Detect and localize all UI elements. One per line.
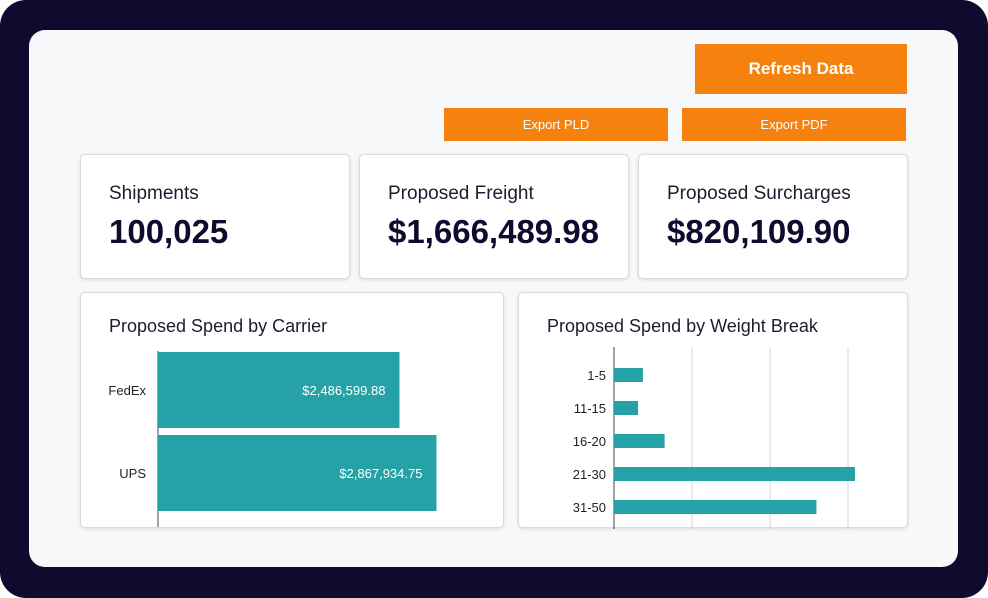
category-label: 21-30	[573, 467, 606, 482]
kpi-value: $1,666,489.98	[388, 213, 600, 250]
weight-break-bar-chart: 1-5 11-15 16-20 21-30 31-50	[573, 347, 855, 529]
bar-16-20	[614, 434, 665, 448]
export-pld-button[interactable]: Export PLD	[444, 108, 668, 141]
kpi-card-shipments: Shipments 100,025	[80, 154, 350, 279]
category-label: 11-15	[574, 401, 606, 416]
data-label: $2,486,599.88	[302, 383, 385, 398]
chart-card-weight-break: Proposed Spend by Weight Break 1-5 11-15 1…	[518, 292, 908, 529]
category-label: 31-50	[573, 500, 606, 515]
bar-21-30	[614, 467, 855, 481]
bar-31-50	[614, 500, 817, 514]
kpi-label: Proposed Freight	[388, 183, 534, 204]
bar-11-15	[614, 401, 639, 415]
chart-title: Proposed Spend by Carrier	[109, 316, 328, 336]
bar-1-5	[614, 368, 643, 382]
data-label: $2,867,934.75	[339, 466, 422, 481]
bar-ups	[158, 435, 437, 511]
chart-title: Proposed Spend by Weight Break	[547, 316, 818, 336]
kpi-value: 100,025	[109, 213, 229, 250]
chart-card-carrier: Proposed Spend by Carrier FedEx $2,486,59…	[80, 292, 504, 528]
bar-fedex	[158, 352, 400, 428]
category-label: FedEx	[108, 383, 146, 398]
kpi-value: $820,109.90	[667, 213, 851, 250]
category-label: 16-20	[573, 434, 606, 449]
category-label: UPS	[119, 466, 146, 481]
kpi-card-proposed-freight: Proposed Freight $1,666,489.98	[359, 154, 629, 279]
kpi-card-proposed-surcharges: Proposed Surcharges $820,109.90	[638, 154, 908, 279]
category-label: 1-5	[587, 368, 606, 383]
carrier-bar-chart: FedEx $2,486,599.88 UPS $2,867,934.75	[108, 351, 437, 527]
kpi-label: Proposed Surcharges	[667, 183, 851, 204]
export-pdf-button[interactable]: Export PDF	[682, 108, 906, 141]
kpi-label: Shipments	[109, 183, 199, 204]
refresh-data-button[interactable]: Refresh Data	[695, 44, 907, 94]
